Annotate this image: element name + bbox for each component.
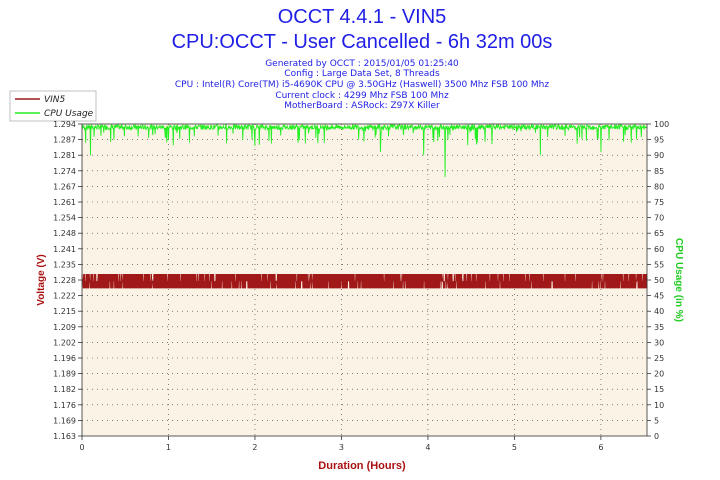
- x-tick-label: 3: [339, 443, 344, 452]
- y-right-tick-label: 0: [654, 432, 659, 441]
- cpu-usage-series: [81, 122, 648, 178]
- y-right-tick-label: 95: [654, 136, 664, 145]
- y-right-tick-label: 25: [654, 354, 664, 363]
- y-right-tick-label: 75: [654, 198, 664, 207]
- y-left-tick-label: 1.261: [53, 198, 76, 207]
- right-axis: 1009590858075706560555045403530252015105…: [647, 120, 669, 441]
- y-right-tick-label: 80: [654, 182, 664, 191]
- x-axis: 0 1 2 3 4 5 6: [79, 436, 603, 452]
- chart-subtitle: CPU:OCCT - User Cancelled - 6h 32m 00s: [172, 31, 553, 53]
- y-axis-label-right: CPU Usage (in %): [673, 238, 684, 322]
- cpu-usage-line: [81, 122, 648, 178]
- chart-title: OCCT 4.4.1 - VIN5: [278, 6, 447, 28]
- x-axis-label: Duration (Hours): [318, 460, 406, 472]
- x-tick-label: 1: [166, 443, 171, 452]
- y-left-tick-label: 1.182: [53, 385, 76, 394]
- y-left-tick-label: 1.163: [53, 432, 76, 441]
- info-config: Config : Large Data Set, 8 Threads: [284, 69, 440, 79]
- x-tick-label: 2: [252, 443, 257, 452]
- y-left-tick-label: 1.235: [53, 260, 76, 269]
- y-left-tick-label: 1.294: [53, 120, 76, 129]
- y-axis-label-left: Voltage (V): [36, 254, 47, 305]
- y-right-tick-label: 85: [654, 167, 664, 176]
- y-left-tick-label: 1.281: [53, 151, 76, 160]
- legend: VIN5 CPU Usage: [9, 90, 97, 122]
- y-right-tick-label: 10: [654, 401, 664, 410]
- y-left-tick-label: 1.196: [53, 354, 76, 363]
- y-left-tick-label: 1.169: [53, 416, 76, 425]
- y-right-tick-label: 55: [654, 260, 664, 269]
- info-motherboard: MotherBoard : ASRock: Z97X Killer: [284, 101, 440, 111]
- left-axis: 1.294 1.287 1.281 1.274 1.267 1.261 1.254 1.248…: [53, 120, 82, 441]
- y-right-tick-label: 70: [654, 214, 664, 223]
- legend-box: [9, 90, 97, 122]
- y-left-tick-label: 1.228: [53, 276, 76, 285]
- y-left-tick-label: 1.209: [53, 323, 76, 332]
- y-right-tick-label: 35: [654, 323, 664, 332]
- vin5-line: [81, 274, 648, 289]
- x-tick-label: 6: [598, 443, 603, 452]
- legend-label-cpu: CPU Usage: [44, 109, 94, 119]
- y-left-tick-label: 1.189: [53, 370, 76, 379]
- y-right-tick-label: 50: [654, 276, 664, 285]
- info-cpu: CPU : Intel(R) Core(TM) i5-4690K CPU @ 3…: [175, 80, 549, 90]
- info-clock: Current clock : 4299 Mhz FSB 100 Mhz: [275, 91, 449, 101]
- y-right-tick-label: 90: [654, 151, 664, 160]
- y-right-tick-label: 20: [654, 370, 664, 379]
- y-left-tick-label: 1.254: [53, 214, 76, 223]
- x-tick-label: 0: [79, 443, 84, 452]
- y-left-tick-label: 1.202: [53, 338, 76, 347]
- y-left-tick-label: 1.215: [53, 307, 76, 316]
- y-left-tick-label: 1.176: [53, 401, 76, 410]
- y-right-tick-label: 60: [654, 245, 664, 254]
- y-left-tick-label: 1.241: [53, 245, 76, 254]
- y-right-tick-label: 45: [654, 292, 664, 301]
- x-tick-label: 4: [425, 443, 430, 452]
- x-tick-label: 5: [512, 443, 517, 452]
- vin5-series: [81, 274, 648, 289]
- y-right-tick-label: 100: [654, 120, 669, 129]
- y-left-tick-label: 1.287: [53, 136, 76, 145]
- info-generated: Generated by OCCT : 2015/01/05 01:25:40: [265, 59, 459, 69]
- y-left-tick-label: 1.248: [53, 229, 76, 238]
- y-right-tick-label: 65: [654, 229, 664, 238]
- y-left-tick-label: 1.267: [53, 182, 76, 191]
- y-right-tick-label: 40: [654, 307, 664, 316]
- y-right-tick-label: 30: [654, 338, 664, 347]
- y-right-tick-label: 15: [654, 385, 664, 394]
- y-left-tick-label: 1.222: [53, 292, 76, 301]
- legend-label-vin5: VIN5: [44, 95, 66, 105]
- y-left-tick-label: 1.274: [53, 167, 76, 176]
- y-right-tick-label: 5: [654, 416, 659, 425]
